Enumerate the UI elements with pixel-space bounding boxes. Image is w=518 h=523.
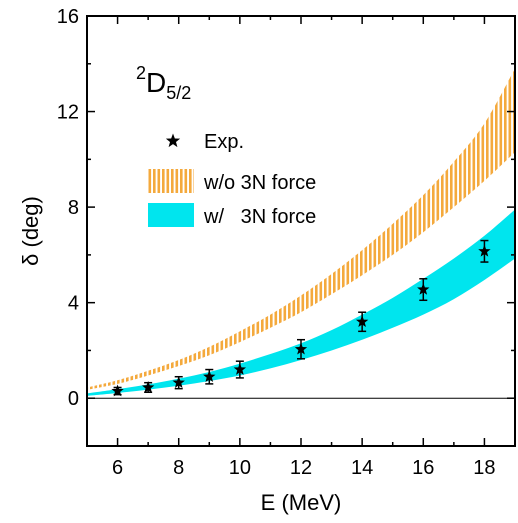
exp-point xyxy=(233,360,247,379)
exp-point xyxy=(478,239,491,263)
exp-star-marker xyxy=(141,380,155,393)
legend-item-without-3n: w/o 3N force xyxy=(148,169,316,194)
legend-star-marker xyxy=(165,133,181,148)
legend: Exp. w/o 3N force w/ 3N force xyxy=(148,131,316,228)
y-tick-label: 0 xyxy=(68,388,79,410)
x-axis-title: E (MeV) xyxy=(261,490,342,515)
x-tick-label: 8 xyxy=(173,457,184,479)
legend-item-exp: Exp. xyxy=(165,131,244,153)
exp-star-marker xyxy=(111,384,124,397)
x-tick-label: 18 xyxy=(473,457,495,479)
exp-point xyxy=(355,311,369,333)
exp-star-marker xyxy=(172,376,185,388)
exp-point xyxy=(417,278,430,302)
exp-point xyxy=(203,368,216,385)
exp-point xyxy=(141,380,155,393)
annotation-main: D xyxy=(146,67,166,98)
exp-star-marker xyxy=(294,342,308,355)
exp-point xyxy=(172,375,185,390)
x-tick-label: 12 xyxy=(290,457,312,479)
y-tick-label: 4 xyxy=(68,293,79,315)
state-annotation: 2D5/2 xyxy=(136,63,191,103)
legend-swatch-with-3n xyxy=(148,203,194,227)
x-tick-label: 6 xyxy=(112,457,123,479)
exp-star-marker xyxy=(478,244,491,257)
exp-star-marker xyxy=(203,370,216,382)
annotation-sub: 5/2 xyxy=(166,83,191,103)
y-tick-label: 16 xyxy=(57,6,79,28)
exp-star-marker xyxy=(417,283,430,295)
legend-item-with-3n: w/ 3N force xyxy=(148,203,316,228)
legend-label-without-3n: w/o 3N force xyxy=(203,172,316,194)
y-tick-label: 8 xyxy=(68,197,79,219)
annotation-sup: 2 xyxy=(136,63,146,83)
exp-point xyxy=(294,338,308,360)
exp-star-marker xyxy=(233,363,247,375)
exp-star-marker xyxy=(355,315,369,328)
legend-label-with-3n: w/ 3N force xyxy=(203,206,316,228)
x-tick-label: 16 xyxy=(412,457,434,479)
legend-label-exp: Exp. xyxy=(204,131,244,153)
y-axis-title: δ (deg) xyxy=(18,196,43,266)
y-tick-label: 12 xyxy=(57,102,79,124)
x-tick-label: 14 xyxy=(351,457,373,479)
legend-swatch-without-3n xyxy=(148,169,194,193)
exp-point xyxy=(111,384,124,397)
x-tick-label: 10 xyxy=(229,457,251,479)
